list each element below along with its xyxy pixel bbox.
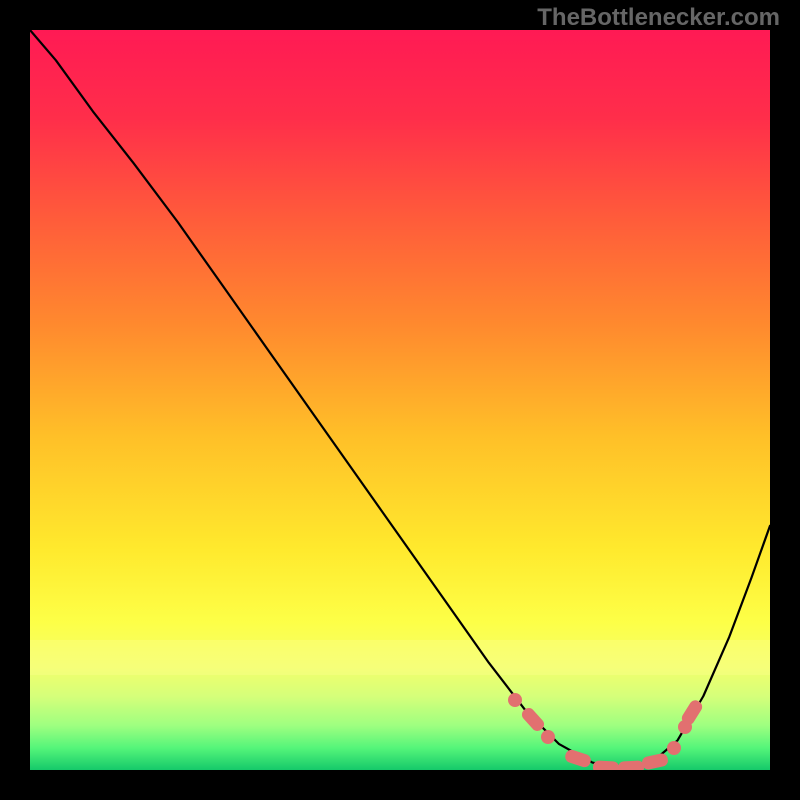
marker-dot xyxy=(541,730,555,744)
marker-dot xyxy=(667,741,681,755)
marker-dash xyxy=(618,761,645,770)
marker-dash xyxy=(592,761,619,770)
markers-layer xyxy=(30,30,770,770)
marker-dash xyxy=(520,706,547,734)
watermark-text: TheBottlenecker.com xyxy=(537,4,780,32)
marker-dash xyxy=(563,749,592,769)
plot-area xyxy=(30,30,770,770)
marker-dot xyxy=(508,693,522,707)
marker-dash xyxy=(680,698,705,727)
marker-dash xyxy=(641,753,669,770)
